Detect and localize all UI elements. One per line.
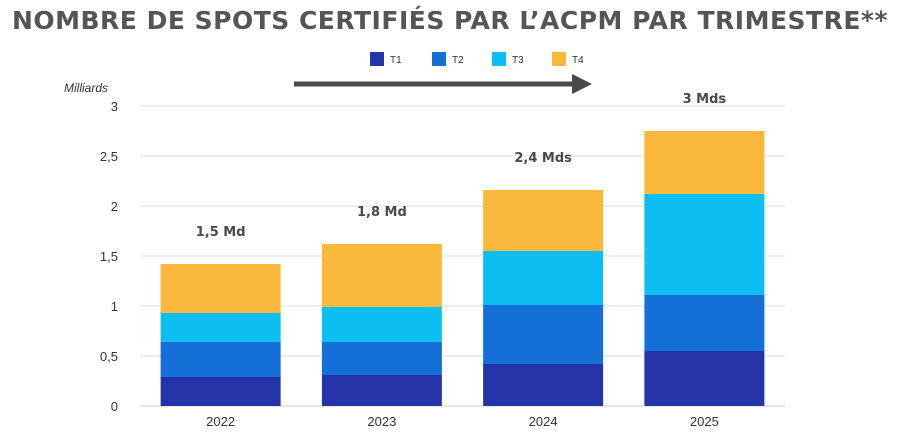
legend-label-T2: T2: [452, 55, 464, 66]
legend: T1 T2 T3 T4: [370, 52, 584, 66]
total-label: 2,4 Mds: [514, 151, 572, 166]
legend-label-T3: T3: [512, 55, 524, 66]
bar-segment-T3-2022: [160, 313, 281, 342]
bar-segment-T2-2024: [483, 305, 604, 364]
bar-segment-T3-2023: [321, 307, 442, 342]
x-tick-label: 2024: [529, 414, 558, 429]
y-tick-label: 2,5: [100, 149, 118, 164]
bar-segment-T1-2024: [483, 364, 604, 406]
bars: [160, 131, 765, 406]
total-label: 1,8 Md: [357, 205, 407, 220]
legend-swatch-T2: [432, 52, 446, 66]
legend-swatch-T4: [552, 52, 566, 66]
y-tick-label: 1,5: [100, 249, 118, 264]
y-tick-label: 0: [111, 399, 118, 414]
bar-segment-T2-2023: [321, 342, 442, 375]
y-tick-label: 0,5: [100, 349, 118, 364]
bar-segment-T4-2024: [483, 190, 604, 251]
legend-label-T1: T1: [390, 55, 402, 66]
legend-swatch-T1: [370, 52, 384, 66]
bar-segment-T1-2022: [160, 377, 281, 406]
x-tick-label: 2022: [206, 414, 235, 429]
bar-segment-T2-2022: [160, 342, 281, 377]
y-tick-label: 1: [111, 299, 118, 314]
bar-segment-T1-2025: [644, 351, 765, 406]
bar-segment-T4-2025: [644, 131, 765, 194]
y-tick-label: 2: [111, 199, 118, 214]
bar-segment-T1-2023: [321, 375, 442, 406]
total-label: 1,5 Md: [196, 225, 246, 240]
bar-segment-T2-2025: [644, 295, 765, 351]
x-tick-label: 2025: [690, 414, 719, 429]
y-tick-label: 3: [111, 99, 118, 114]
chart-title: NOMBRE DE SPOTS CERTIFIÉS PAR L’ACPM PAR…: [11, 6, 889, 35]
y-axis-label: Milliards: [64, 81, 108, 95]
total-label: 3 Mds: [683, 92, 727, 107]
bar-segment-T4-2023: [321, 244, 442, 307]
x-tick-label: 2023: [367, 414, 396, 429]
legend-swatch-T3: [492, 52, 506, 66]
bar-segment-T3-2025: [644, 194, 765, 295]
bar-segment-T4-2022: [160, 264, 281, 313]
bar-segment-T3-2024: [483, 251, 604, 305]
legend-label-T4: T4: [572, 55, 584, 66]
